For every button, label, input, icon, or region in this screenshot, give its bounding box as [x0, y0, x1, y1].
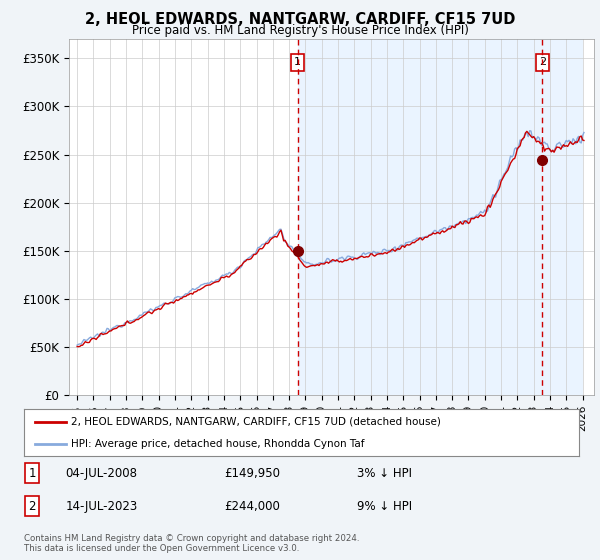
- Text: £149,950: £149,950: [224, 466, 280, 480]
- Text: Price paid vs. HM Land Registry's House Price Index (HPI): Price paid vs. HM Land Registry's House …: [131, 24, 469, 36]
- Text: 2: 2: [539, 57, 546, 67]
- Text: HPI: Average price, detached house, Rhondda Cynon Taf: HPI: Average price, detached house, Rhon…: [71, 438, 365, 449]
- Text: 04-JUL-2008: 04-JUL-2008: [65, 466, 137, 480]
- Text: £244,000: £244,000: [224, 500, 280, 512]
- Text: 1: 1: [294, 57, 301, 67]
- Text: 1: 1: [29, 466, 36, 480]
- Text: Contains HM Land Registry data © Crown copyright and database right 2024.
This d: Contains HM Land Registry data © Crown c…: [24, 534, 359, 553]
- Text: 2: 2: [29, 500, 36, 512]
- Text: 2, HEOL EDWARDS, NANTGARW, CARDIFF, CF15 7UD (detached house): 2, HEOL EDWARDS, NANTGARW, CARDIFF, CF15…: [71, 417, 441, 427]
- Text: 9% ↓ HPI: 9% ↓ HPI: [357, 500, 412, 512]
- Bar: [298, 39, 583, 395]
- Text: 3% ↓ HPI: 3% ↓ HPI: [357, 466, 412, 480]
- Text: 2, HEOL EDWARDS, NANTGARW, CARDIFF, CF15 7UD: 2, HEOL EDWARDS, NANTGARW, CARDIFF, CF15…: [85, 12, 515, 27]
- Text: 14-JUL-2023: 14-JUL-2023: [65, 500, 138, 512]
